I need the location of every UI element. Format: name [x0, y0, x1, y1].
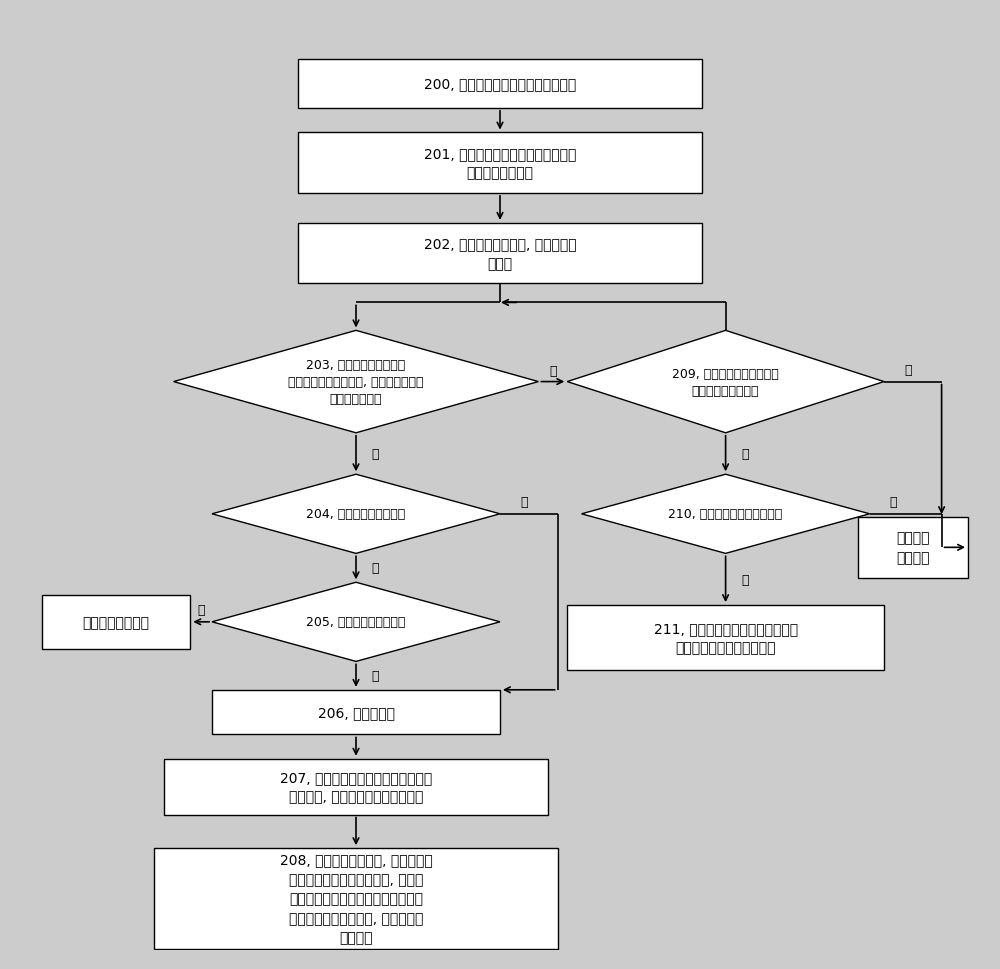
Text: 209, 判断识别到的用户手势
是否为批量操作手势: 209, 判断识别到的用户手势 是否为批量操作手势	[672, 367, 779, 397]
FancyBboxPatch shape	[212, 690, 500, 735]
FancyBboxPatch shape	[298, 224, 702, 284]
Polygon shape	[582, 475, 870, 554]
Text: 否: 否	[890, 496, 897, 509]
Polygon shape	[212, 475, 500, 554]
Text: 208, 接收以上矩形区域, 根据矩形区
域的端点坐标找出边界元素, 并根据
边界条目的坐标判断全部在选择区域
内或部分在选择区域内, 则选中该条
目并保存: 208, 接收以上矩形区域, 根据矩形区 域的端点坐标找出边界元素, 并根据 边…	[280, 853, 432, 945]
Text: 是: 是	[371, 562, 379, 575]
FancyBboxPatch shape	[154, 848, 558, 949]
Text: 提示用户操作失败: 提示用户操作失败	[82, 615, 150, 629]
Text: 204, 是否已有条目被选择: 204, 是否已有条目被选择	[306, 508, 406, 520]
Text: 提示用户
操作失败: 提示用户 操作失败	[896, 531, 930, 565]
Text: 否: 否	[520, 496, 528, 509]
FancyBboxPatch shape	[42, 595, 190, 649]
Text: 是: 是	[741, 448, 749, 460]
Text: 否: 否	[371, 670, 379, 682]
FancyBboxPatch shape	[298, 60, 702, 109]
Text: 是: 是	[197, 604, 205, 616]
Text: 203, 当监听到用户手势时
识别该用户手势的类型, 判断该用户手势
是否为选择手势: 203, 当监听到用户手势时 识别该用户手势的类型, 判断该用户手势 是否为选择…	[288, 359, 424, 406]
Text: 210, 判断是否已有条目被选择: 210, 判断是否已有条目被选择	[668, 508, 783, 520]
FancyBboxPatch shape	[298, 134, 702, 194]
Text: 是: 是	[741, 573, 749, 586]
Text: 否: 否	[904, 363, 912, 377]
Polygon shape	[567, 331, 884, 433]
FancyBboxPatch shape	[164, 759, 548, 815]
FancyBboxPatch shape	[567, 606, 884, 671]
Text: 202, 启动手势识别服务, 监听用户手
势操作: 202, 启动手势识别服务, 监听用户手 势操作	[424, 237, 576, 270]
Text: 206, 启动定时器: 206, 启动定时器	[318, 705, 394, 719]
Text: 205, 判断定时器是否超时: 205, 判断定时器是否超时	[306, 615, 406, 629]
FancyBboxPatch shape	[858, 517, 968, 578]
Polygon shape	[174, 331, 538, 433]
Text: 否: 否	[549, 364, 557, 378]
Text: 207, 解析选择手势轨迹在上下左右的
端点坐标, 重新选择的最大矩形区域: 207, 解析选择手势轨迹在上下左右的 端点坐标, 重新选择的最大矩形区域	[280, 770, 432, 803]
Text: 200, 需要先开启终端的批量操作功能: 200, 需要先开启终端的批量操作功能	[424, 78, 576, 91]
Text: 是: 是	[371, 448, 379, 460]
Polygon shape	[212, 582, 500, 662]
Text: 211, 对选择的条目按照批量操作命
令手势对应的操作进行处理: 211, 对选择的条目按照批量操作命 令手势对应的操作进行处理	[654, 621, 798, 655]
Text: 201, 用户可以根据需要自定义修改默
认的批量操作手势: 201, 用户可以根据需要自定义修改默 认的批量操作手势	[424, 147, 576, 180]
